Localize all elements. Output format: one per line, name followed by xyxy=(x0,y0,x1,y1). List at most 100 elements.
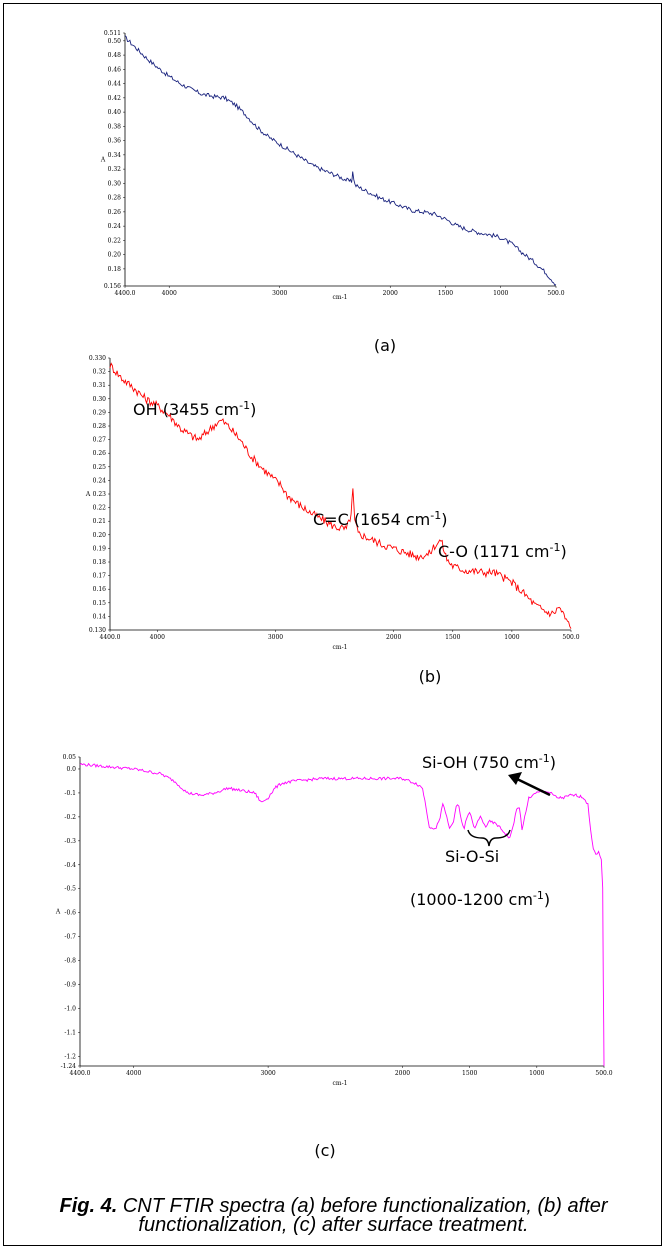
y-tick-label: 0.29 xyxy=(93,409,107,416)
brace xyxy=(467,829,511,847)
x-tick-label: 500.0 xyxy=(547,290,564,297)
y-tick-label: 0.18 xyxy=(93,559,107,566)
chart-panel-b: 0.330 0.32 0.31 0.30 0.29 0.28 0.27 0.26 0.25 0.2… xyxy=(85,355,580,686)
y-tick-label: 0.05 xyxy=(63,754,77,761)
y-tick-label: 0.156 xyxy=(104,283,121,290)
panel-c-markers xyxy=(467,772,551,847)
y-tick-label: -0.1 xyxy=(64,790,76,797)
y-tick-label: 0.27 xyxy=(93,437,107,444)
x-tick-label: 3000 xyxy=(272,290,287,297)
y-tick-label: 0.23 xyxy=(93,491,107,498)
x-axis-label: cm-1 xyxy=(333,644,348,651)
x-tick-label: 1500 xyxy=(462,1070,477,1077)
panel-label: (b) xyxy=(419,667,442,686)
x-tick-label: 4400.0 xyxy=(100,634,121,641)
x-tick-label: 2000 xyxy=(386,634,401,641)
y-axis-label: A xyxy=(100,157,106,164)
y-tick-label: 0.511 xyxy=(104,30,121,37)
x-axis-label: cm-1 xyxy=(333,1080,348,1087)
y-tick-label: 0.14 xyxy=(93,613,107,620)
y-tick-label: 0.26 xyxy=(108,209,122,216)
y-axis-label: A xyxy=(85,491,91,498)
y-tick-label: 0.17 xyxy=(93,573,107,580)
y-tick-label: -0.4 xyxy=(64,862,76,869)
x-tick-label: 4000 xyxy=(162,290,177,297)
panel-label: (c) xyxy=(314,1141,335,1160)
y-tick-label: 0.0 xyxy=(66,766,76,773)
x-axis-label: cm-1 xyxy=(333,294,348,301)
y-tick-label: 0.25 xyxy=(93,464,107,471)
x-tick-label: 500.0 xyxy=(562,634,579,641)
x-tick-label: 1000 xyxy=(529,1070,544,1077)
y-axis-label: A xyxy=(55,909,61,916)
y-tick-label: 0.32 xyxy=(93,369,107,376)
figure-frame xyxy=(3,3,662,1246)
y-tick-label: 0.22 xyxy=(108,237,122,244)
y-tick-label: -0.7 xyxy=(64,934,76,941)
y-tick-label: 0.44 xyxy=(108,81,122,88)
x-tick-label: 1000 xyxy=(504,634,519,641)
x-tick-label: 4000 xyxy=(126,1070,141,1077)
y-tick-label: 0.48 xyxy=(108,52,122,59)
y-tick-label: 0.22 xyxy=(93,505,107,512)
y-tick-label: 0.15 xyxy=(93,600,107,607)
y-tick-label: 0.18 xyxy=(108,266,122,273)
y-tick-label: 0.21 xyxy=(93,518,106,525)
y-tick-label: -0.9 xyxy=(64,982,76,989)
x-tick-label: 1000 xyxy=(493,290,508,297)
x-tick-label: 1500 xyxy=(438,290,453,297)
y-tick-label: -1.2 xyxy=(64,1053,76,1060)
y-tick-label: 0.34 xyxy=(108,152,122,159)
x-tick-label: 4400.0 xyxy=(70,1070,91,1077)
y-tick-label: 0.38 xyxy=(108,123,122,130)
x-tick-label: 2000 xyxy=(395,1070,410,1077)
y-tick-label: 0.30 xyxy=(93,396,107,403)
y-tick-label: 0.31 xyxy=(93,382,106,389)
peak-annotation: OH (3455 cm-1) xyxy=(133,399,256,419)
x-tick-label: 4400.0 xyxy=(115,290,136,297)
x-tick-label: 1500 xyxy=(445,634,460,641)
x-tick-label: 4000 xyxy=(150,634,165,641)
arrow-head xyxy=(508,772,522,785)
y-tick-label: 0.20 xyxy=(93,532,107,539)
y-tick-label: 0.28 xyxy=(108,195,122,202)
y-tick-label: 0.24 xyxy=(93,477,107,484)
y-tick-label: 0.20 xyxy=(108,252,122,259)
y-tick-label: -0.5 xyxy=(64,886,76,893)
y-tick-label: 0.30 xyxy=(108,180,122,187)
y-tick-label: 0.24 xyxy=(108,223,122,230)
y-tick-label: 0.26 xyxy=(93,450,107,457)
y-tick-label: 0.130 xyxy=(89,627,106,634)
spectrum-line xyxy=(79,762,605,1067)
peak-annotation: Si-O-Si xyxy=(445,847,499,866)
y-tick-label: 0.42 xyxy=(108,95,122,102)
y-tick-label: 0.19 xyxy=(93,545,107,552)
y-tick-label: 0.32 xyxy=(108,166,122,173)
y-tick-label: 0.40 xyxy=(108,109,122,116)
y-tick-label: -0.3 xyxy=(64,838,76,845)
y-tick-label: 0.50 xyxy=(108,38,122,45)
y-tick-label: -0.6 xyxy=(64,910,76,917)
arrow-line xyxy=(514,776,551,797)
x-tick-label: 500.0 xyxy=(595,1070,612,1077)
spectrum-line xyxy=(124,35,557,286)
y-tick-label: -0.8 xyxy=(64,958,76,965)
y-tick-label: 0.16 xyxy=(93,586,107,593)
chart-panel-c: 0.05 0.0 -0.1 -0.2 -0.3 -0.4 -0.5 -0.6 -0.7 -0.8 -… xyxy=(55,752,613,1160)
peak-annotation: (1000-1200 cm-1) xyxy=(410,889,550,909)
y-tick-label: -0.2 xyxy=(64,814,76,821)
x-tick-label: 2000 xyxy=(383,290,398,297)
y-tick-label: 0.28 xyxy=(93,423,107,430)
x-tick-label: 3000 xyxy=(260,1070,275,1077)
y-tick-label: -1.1 xyxy=(64,1029,76,1036)
y-tick-label: -1.24 xyxy=(61,1063,77,1070)
figure-caption: Fig. 4. CNT FTIR spectra (a) before func… xyxy=(10,1195,657,1236)
x-tick-label: 3000 xyxy=(268,634,283,641)
y-tick-label: 0.46 xyxy=(108,66,122,73)
caption-label: Fig. 4. xyxy=(59,1195,118,1217)
caption-text: CNT FTIR spectra (a) before functionaliz… xyxy=(122,1195,608,1236)
peak-annotation: C-O (1171 cm-1) xyxy=(438,541,567,561)
panel-label: (a) xyxy=(374,336,396,355)
y-tick-label: -1.0 xyxy=(64,1006,76,1013)
